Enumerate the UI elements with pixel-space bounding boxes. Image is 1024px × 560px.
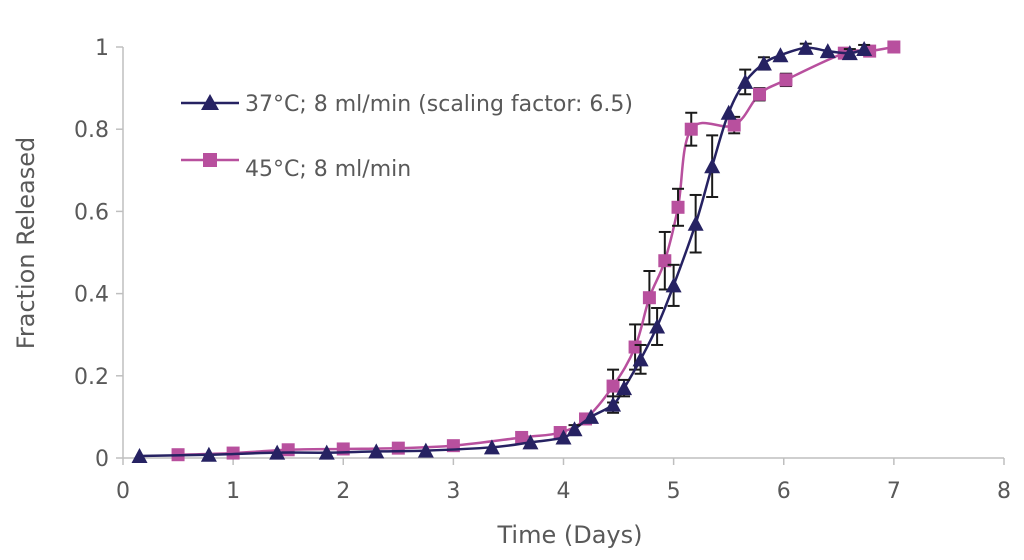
series-layer xyxy=(131,39,901,463)
y-tick-label: 0.4 xyxy=(74,283,109,308)
data-point-square xyxy=(727,118,741,132)
data-point-triangle xyxy=(417,442,434,458)
data-point-triangle xyxy=(632,351,649,367)
data-point-square xyxy=(887,40,901,54)
data-point-square xyxy=(671,200,685,214)
x-axis-title: Time (Days) xyxy=(497,521,643,549)
data-point-triangle xyxy=(772,47,789,63)
data-point-triangle xyxy=(687,215,704,231)
data-point-triangle xyxy=(483,439,500,455)
legend-entry-37c: 37°C; 8 ml/min (scaling factor: 6.5) xyxy=(181,92,633,117)
y-axis-title: Fraction Released xyxy=(12,137,40,349)
data-point-triangle xyxy=(583,408,600,424)
data-point-triangle xyxy=(368,443,385,459)
x-tick-label: 1 xyxy=(226,479,240,504)
data-point-triangle xyxy=(841,45,858,61)
x-tick-label: 7 xyxy=(887,479,901,504)
data-point-triangle xyxy=(566,421,583,437)
data-point-triangle xyxy=(720,104,737,120)
data-point-triangle xyxy=(665,277,682,293)
data-point-square xyxy=(281,443,295,457)
data-point-triangle xyxy=(269,444,286,460)
y-tick-label: 0.2 xyxy=(74,365,109,390)
data-point-triangle xyxy=(797,39,814,55)
data-point-triangle xyxy=(200,446,217,462)
y-tick-label: 0.8 xyxy=(74,118,109,143)
x-tick-label: 0 xyxy=(116,479,130,504)
data-point-square xyxy=(628,340,642,354)
legend-entry-45c: 45°C; 8 ml/min xyxy=(181,153,411,182)
ticks-layer: 0 1 2 3 4 5 6 7 8 0 0.2 0.4 0.6 0.8 1 xyxy=(74,36,1011,504)
y-tick-label: 0.6 xyxy=(74,200,109,225)
data-point-triangle xyxy=(649,318,666,334)
data-point-square xyxy=(642,291,656,305)
data-point-square xyxy=(753,87,767,101)
y-tick-label: 0 xyxy=(95,447,109,472)
data-point-square xyxy=(515,430,529,444)
data-point-square xyxy=(606,379,620,393)
x-tick-label: 5 xyxy=(667,479,681,504)
legend-label-37c: 37°C; 8 ml/min (scaling factor: 6.5) xyxy=(245,92,633,117)
data-point-triangle xyxy=(555,429,572,445)
x-tick-label: 3 xyxy=(446,479,460,504)
data-point-triangle xyxy=(318,444,335,460)
x-tick-label: 8 xyxy=(997,479,1011,504)
data-point-triangle xyxy=(605,396,622,412)
y-tick-label: 1 xyxy=(95,36,109,61)
x-tick-label: 4 xyxy=(557,479,571,504)
data-point-square xyxy=(684,122,698,136)
legend-label-45c: 45°C; 8 ml/min xyxy=(245,157,411,182)
legend-marker-37c xyxy=(201,94,219,110)
data-point-triangle xyxy=(737,73,754,89)
series-37c xyxy=(131,39,873,463)
data-point-triangle xyxy=(616,380,633,396)
data-point-triangle xyxy=(704,158,721,174)
x-tick-label: 6 xyxy=(777,479,791,504)
data-point-triangle xyxy=(819,43,836,59)
data-point-square xyxy=(391,441,405,455)
data-point-square xyxy=(779,73,793,87)
data-point-triangle xyxy=(131,447,148,463)
legend-marker-45c xyxy=(203,153,217,167)
data-point-triangle xyxy=(522,434,539,450)
data-point-triangle xyxy=(755,55,772,71)
data-point-triangle xyxy=(856,41,873,57)
x-tick-label: 2 xyxy=(336,479,350,504)
legend: 37°C; 8 ml/min (scaling factor: 6.5) 45°… xyxy=(181,92,633,182)
